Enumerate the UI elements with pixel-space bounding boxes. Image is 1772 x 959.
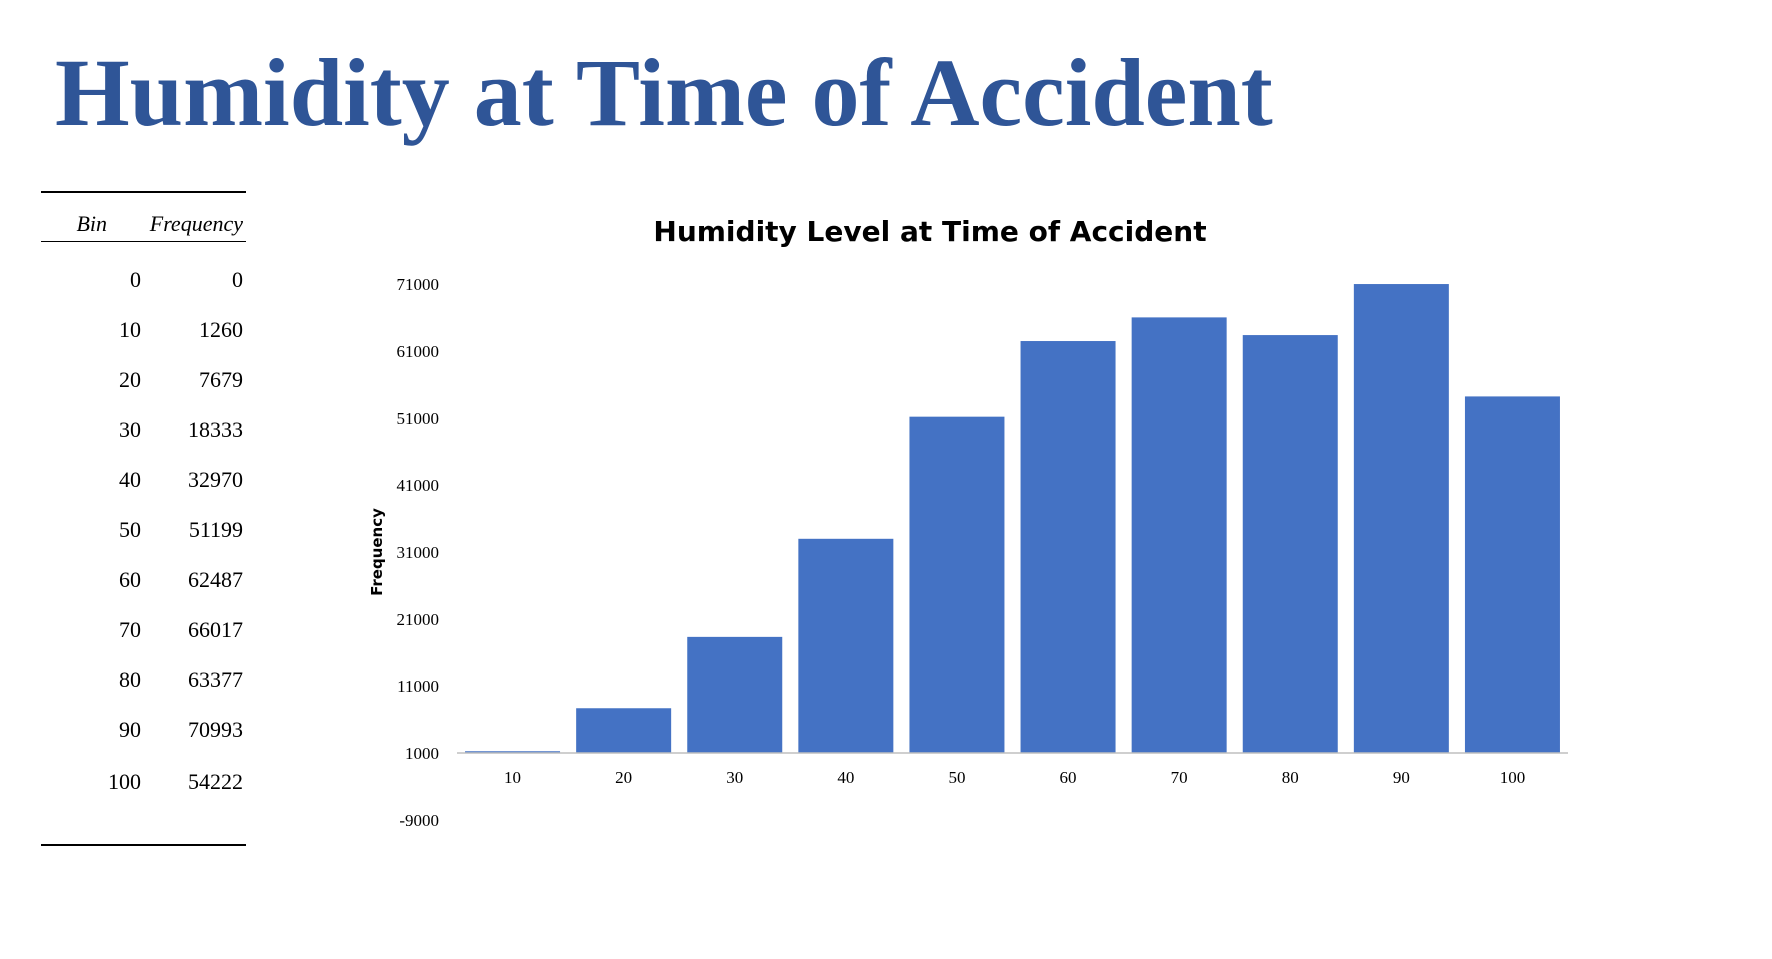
table-row: 100 54222 — [41, 767, 246, 797]
table-cell-frequency: 51199 — [188, 517, 243, 542]
table-cell-frequency: 7679 — [199, 367, 243, 392]
table-cell-frequency: 0 — [232, 267, 243, 292]
table-row: 90 70993 — [41, 715, 246, 745]
table-cell-frequency: 66017 — [188, 617, 243, 642]
x-tick-label: 80 — [1282, 768, 1299, 787]
y-tick-label: 61000 — [397, 342, 440, 361]
table-cell-frequency: 62487 — [188, 567, 243, 592]
table-cell-bin: 40 — [119, 467, 141, 492]
x-tick-label: 50 — [948, 768, 965, 787]
slide-title: Humidity at Time of Accident — [55, 39, 1273, 146]
table-header-frequency: Frequency — [149, 211, 243, 236]
table-row: 50 51199 — [41, 515, 246, 545]
table-cell-bin: 0 — [130, 267, 141, 292]
table-bottom-rule — [41, 844, 246, 846]
table-cell-frequency: 54222 — [188, 769, 243, 794]
table-cell-bin: 10 — [119, 317, 141, 342]
table-cell-bin: 60 — [119, 567, 141, 592]
bar — [1242, 335, 1338, 753]
y-tick-label: 1000 — [405, 744, 439, 763]
x-tick-label: 20 — [615, 768, 632, 787]
x-tick-label: 70 — [1171, 768, 1188, 787]
bar — [1464, 396, 1560, 753]
y-axis-label: Frequency — [368, 508, 386, 596]
table-cell-bin: 20 — [119, 367, 141, 392]
bar — [909, 416, 1005, 753]
x-tick-label: 30 — [726, 768, 743, 787]
bar-series — [465, 284, 1560, 753]
table-row: 80 63377 — [41, 665, 246, 695]
y-tick-label: -9000 — [399, 811, 439, 830]
y-tick-label: 21000 — [397, 610, 440, 629]
histogram-chart: Humidity Level at Time of Accident Frequ… — [330, 200, 1772, 850]
bar — [576, 708, 672, 753]
table-cell-bin: 30 — [119, 417, 141, 442]
table-row: 20 7679 — [41, 365, 246, 395]
table-cell-frequency: 32970 — [188, 467, 243, 492]
table-header-rule — [41, 241, 246, 242]
bar — [465, 751, 561, 753]
bar — [1131, 317, 1227, 753]
table-cell-frequency: 70993 — [188, 717, 243, 742]
table-cell-bin: 80 — [119, 667, 141, 692]
x-tick-label: 60 — [1060, 768, 1077, 787]
table-row: 60 62487 — [41, 565, 246, 595]
bar — [798, 538, 894, 753]
table-cell-bin: 50 — [119, 517, 141, 542]
x-tick-label: 100 — [1500, 768, 1526, 787]
y-tick-label: 41000 — [397, 476, 440, 495]
bar — [1353, 284, 1449, 753]
chart-svg: Humidity Level at Time of Accident Frequ… — [368, 215, 1568, 830]
table-cell-frequency: 18333 — [188, 417, 243, 442]
table-row: 70 66017 — [41, 615, 246, 645]
chart-title: Humidity Level at Time of Accident — [653, 215, 1206, 248]
table-cell-bin: 90 — [119, 717, 141, 742]
table-cell-bin: 70 — [119, 617, 141, 642]
table-cell-frequency: 1260 — [199, 317, 243, 342]
table-row: 10 1260 — [41, 315, 246, 345]
x-tick-label: 10 — [504, 768, 521, 787]
table-header-bin: Bin — [76, 211, 107, 236]
bar — [687, 636, 783, 753]
table-row: 30 18333 — [41, 415, 246, 445]
table-cell-frequency: 63377 — [188, 667, 243, 692]
y-tick-label: 51000 — [397, 409, 440, 428]
table-top-rule — [41, 191, 246, 193]
y-tick-label: 31000 — [397, 543, 440, 562]
x-tick-label: 40 — [837, 768, 854, 787]
table-row: 40 32970 — [41, 465, 246, 495]
y-axis-ticks: -9000 1000 11000 21000 31000 41000 51000 61000 7… — [397, 275, 440, 830]
x-tick-label: 90 — [1393, 768, 1410, 787]
x-axis-ticks: 10 20 30 40 50 60 70 80 90 100 — [504, 768, 1525, 787]
table-cell-bin: 100 — [108, 769, 141, 794]
y-tick-label: 71000 — [397, 275, 440, 294]
y-tick-label: 11000 — [397, 677, 439, 696]
bar — [1020, 341, 1116, 753]
